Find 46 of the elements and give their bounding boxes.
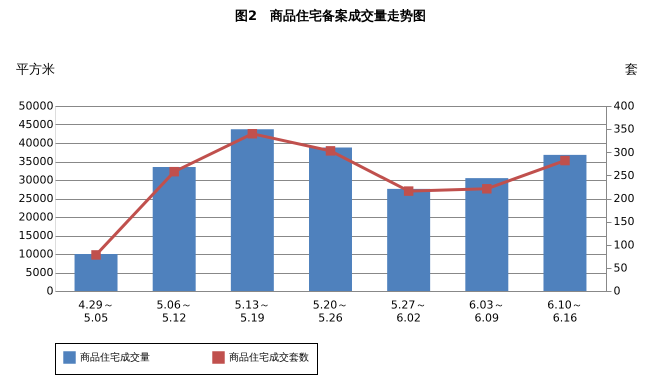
y-tick-label: 35000 (18, 155, 54, 168)
x-tick-label: 6.10～ 6.16 (547, 298, 583, 324)
bar (74, 254, 118, 291)
y-tick-label: 10000 (18, 248, 54, 260)
y-tick-label: 5000 (26, 266, 54, 279)
x-tick-label: 5.06～ 5.12 (156, 298, 192, 324)
point (482, 184, 492, 194)
legend-label: 商品住宅成交量 (80, 352, 150, 364)
x-tick-label: 4.29～ 5.05 (78, 298, 114, 324)
point (248, 129, 258, 138)
y2-tick-label: 200 (614, 192, 634, 205)
y2-tick-label: 100 (614, 238, 634, 252)
legend-label: 商品住宅成交套数 (229, 352, 309, 364)
y-tick-label: 45000 (18, 118, 54, 131)
y2-tick-label: 150 (614, 215, 634, 228)
y-tick-label: 20000 (18, 210, 54, 224)
x-tick-label: 6.03～ 6.09 (469, 298, 505, 324)
bar (152, 167, 196, 291)
bar (230, 129, 274, 291)
y-tick-label: 40000 (18, 136, 54, 150)
y-tick-label: 50000 (18, 100, 54, 112)
y2-tick-label: 0 (614, 284, 620, 298)
x-tick-label: 5.13～ 5.19 (234, 298, 270, 324)
point (169, 166, 179, 176)
y2-tick-label: 400 (614, 100, 634, 112)
y-tick-label: 15000 (18, 229, 54, 242)
x-tick-label: 5.27～ 6.02 (390, 298, 426, 324)
y-axis-title: 平方米 (16, 62, 55, 78)
y-tick-label: 0 (46, 284, 54, 298)
y2-tick-label: 300 (614, 146, 634, 159)
bar (543, 154, 586, 291)
y2-tick-label: 250 (614, 168, 634, 182)
point (91, 250, 101, 260)
point (560, 156, 570, 166)
y2-tick-label: 350 (614, 122, 634, 136)
y2-tick-label: 50 (614, 261, 628, 274)
bar (309, 147, 352, 291)
x-tick-label: 5.20～ 5.26 (312, 298, 348, 324)
y-tick-label: 30000 (18, 174, 54, 186)
bar (465, 178, 508, 291)
bar (387, 188, 430, 291)
y2-axis-title: 套 (625, 62, 638, 78)
chart-title: 图2 商品住宅备案成交量走势图 (234, 8, 426, 24)
point (404, 186, 414, 196)
point (326, 146, 336, 156)
y-tick-label: 25000 (18, 192, 54, 205)
